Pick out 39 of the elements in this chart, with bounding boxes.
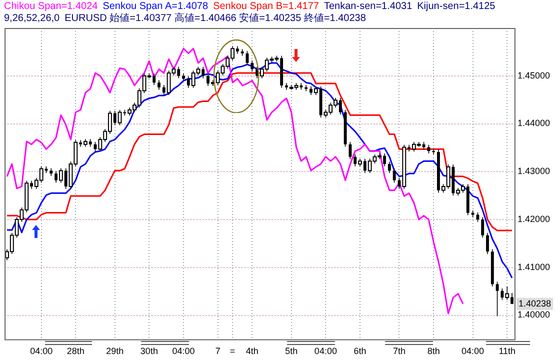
x-tick-label: = — [230, 346, 236, 356]
annotation: 1.40238 — [518, 298, 552, 308]
candlestick — [486, 232, 489, 254]
text: Senkou Span A=1.4078 — [102, 1, 208, 12]
text: Chikou Span=1.4024 — [4, 1, 98, 13]
x-tick-label: 04:00 — [172, 346, 195, 356]
x-tick-label: 5th — [285, 346, 298, 356]
x-tick-label: 04:00 — [314, 346, 337, 356]
x-tick-label: 04:00 — [462, 346, 484, 356]
y-tick-label: 1.41000 — [517, 262, 550, 272]
candlestick — [496, 281, 499, 317]
x-tick-label: 4th — [246, 346, 258, 356]
x-tick-label: 04:00 — [30, 346, 53, 356]
candlestick — [206, 72, 210, 86]
candlestick — [481, 216, 484, 238]
text: Senkou Span B=1.4177 — [213, 1, 319, 12]
x-tick-label: 29th — [106, 346, 124, 356]
candlestick — [348, 141, 352, 160]
y-tick-label: 1.44000 — [517, 118, 550, 128]
y-tick-label: 1.45000 — [517, 70, 550, 80]
x-tick-label: 28th — [66, 346, 84, 356]
x-tick-label: 7th — [392, 346, 406, 356]
candlestick — [388, 161, 391, 174]
y-tick-label: 1.43000 — [517, 166, 550, 176]
candlestick — [158, 80, 160, 90]
text: Tenkan-sen=1.4031 — [324, 1, 412, 13]
candlestick — [392, 168, 396, 184]
candlestick — [476, 212, 480, 222]
y-tick-label: 1.42000 — [517, 214, 550, 224]
y-tick-label: 1.40000 — [517, 310, 550, 320]
candlestick — [250, 60, 254, 72]
x-tick-label: 7 — [215, 346, 220, 356]
x-tick-label: 8th — [427, 346, 440, 356]
text: Kijun-sen=1.4125 — [417, 1, 496, 13]
x-tick-label: 6th — [354, 346, 366, 356]
text: 9,26,52,26,0 — [4, 13, 60, 25]
x-tick-label: 11th — [498, 346, 516, 356]
text: EURUSD 始値=1.40377 高値=1.40466 安値=1.40235 終値=1.40238 — [64, 13, 366, 25]
x-tick-label: 30th — [140, 346, 158, 356]
